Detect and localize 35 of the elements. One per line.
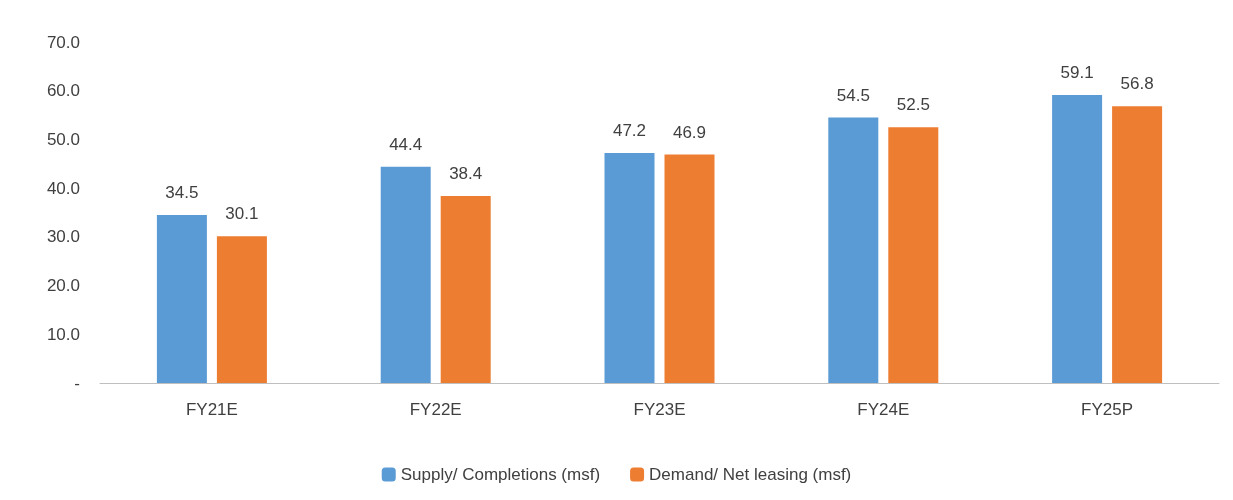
data-label: 30.1 (225, 204, 259, 224)
legend-label: Demand/ Net leasing (msf) (649, 465, 852, 484)
x-tick-label: FY21E (185, 400, 238, 419)
data-label: 52.5 (896, 95, 930, 115)
bar (216, 236, 267, 383)
bar (440, 195, 491, 383)
bar (380, 166, 431, 383)
data-label: 56.8 (1120, 74, 1154, 94)
data-label: 44.4 (389, 134, 423, 154)
x-tick-label: FY23E (633, 400, 686, 419)
x-tick-label: FY24E (857, 400, 910, 419)
data-label: 34.5 (165, 182, 199, 202)
y-tick-label: 70.0 (46, 32, 80, 52)
bar (888, 127, 939, 383)
bar (828, 117, 879, 383)
x-tick-label: FY22E (409, 400, 462, 419)
data-label: 54.5 (836, 85, 870, 105)
bar (1112, 106, 1163, 383)
data-label: 59.1 (1060, 63, 1094, 83)
legend-label: Supply/ Completions (msf) (400, 465, 601, 484)
bar (664, 154, 715, 383)
data-label: 47.2 (612, 121, 647, 141)
y-tick-label: 20.0 (46, 276, 80, 296)
y-tick-label: 10.0 (46, 324, 80, 344)
bar (156, 214, 207, 383)
bar (1052, 95, 1103, 383)
y-tick-label: - (74, 373, 80, 393)
y-tick-label: 60.0 (46, 81, 80, 101)
y-tick-label: 30.0 (46, 227, 80, 247)
data-label: 46.9 (672, 122, 707, 142)
data-label: 38.4 (449, 163, 483, 183)
y-tick-label: 40.0 (46, 178, 80, 198)
bar (604, 153, 655, 383)
x-tick-label: FY25P (1081, 400, 1134, 419)
y-tick-label: 50.0 (46, 129, 80, 149)
